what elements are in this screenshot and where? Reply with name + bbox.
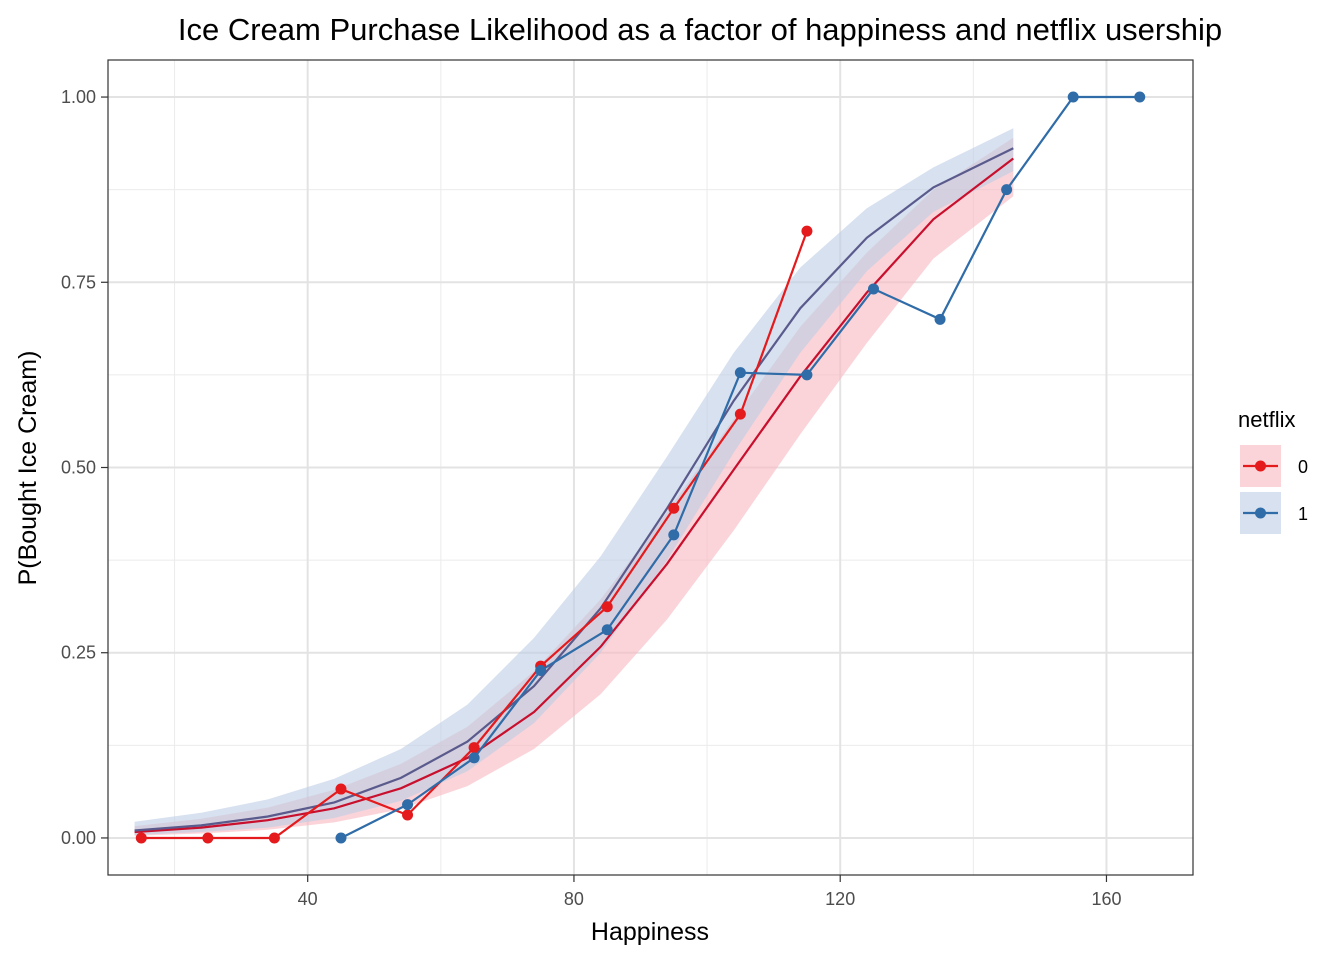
y-tick-label: 1.00 <box>61 87 96 107</box>
data-point-netflix-0 <box>335 783 347 795</box>
data-point-netflix-1 <box>601 624 613 636</box>
x-tick-label: 160 <box>1091 889 1121 909</box>
legend-label-1: 1 <box>1298 504 1308 524</box>
observed-points <box>135 91 1146 844</box>
data-point-netflix-0 <box>202 832 214 844</box>
data-point-netflix-0 <box>668 502 680 514</box>
data-point-netflix-1 <box>801 369 813 381</box>
x-axis-ticks: 40 80 120 160 <box>298 875 1121 909</box>
data-point-netflix-1 <box>934 313 946 325</box>
legend-label-0: 0 <box>1298 457 1308 477</box>
legend-key-point <box>1255 460 1266 472</box>
data-point-netflix-0 <box>268 832 280 844</box>
chart-title: Ice Cream Purchase Likelihood as a facto… <box>178 12 1222 47</box>
data-point-netflix-1 <box>335 832 347 844</box>
data-point-netflix-1 <box>1067 91 1079 103</box>
x-tick-label: 80 <box>564 889 584 909</box>
data-point-netflix-1 <box>535 665 547 677</box>
y-tick-label: 0.75 <box>61 272 96 292</box>
legend-title: netflix <box>1238 407 1295 432</box>
fit-line-netflix-1 <box>134 147 1014 832</box>
y-tick-label: 0.50 <box>61 458 96 478</box>
data-point-netflix-0 <box>734 408 746 420</box>
legend: netflix 0 1 <box>1238 407 1308 534</box>
data-point-netflix-0 <box>468 742 480 754</box>
x-tick-label: 120 <box>825 889 855 909</box>
grid-major <box>108 60 1193 875</box>
data-point-netflix-0 <box>402 809 414 821</box>
y-tick-label: 0.25 <box>61 643 96 663</box>
data-point-netflix-0 <box>801 225 813 237</box>
x-axis-title: Happiness <box>591 918 709 946</box>
data-point-netflix-1 <box>867 283 879 295</box>
data-point-netflix-1 <box>402 799 414 811</box>
y-axis-ticks: 0.00 0.25 0.50 0.75 1.00 <box>61 87 108 848</box>
confidence-ribbons <box>134 128 1014 836</box>
data-point-netflix-1 <box>668 529 680 541</box>
x-tick-label: 40 <box>298 889 318 909</box>
data-point-netflix-1 <box>734 367 746 379</box>
fit-lines <box>134 147 1014 834</box>
data-point-netflix-0 <box>135 832 147 844</box>
data-point-netflix-1 <box>1134 91 1146 103</box>
data-point-netflix-1 <box>1001 184 1013 196</box>
legend-key-point <box>1255 507 1266 519</box>
data-point-netflix-0 <box>601 601 613 613</box>
data-point-netflix-1 <box>468 752 480 764</box>
y-axis-title: P(Bought Ice Cream) <box>14 351 42 586</box>
ribbon-netflix-1 <box>134 128 1014 835</box>
y-tick-label: 0.00 <box>61 828 96 848</box>
fit-line-netflix-0 <box>134 157 1014 834</box>
